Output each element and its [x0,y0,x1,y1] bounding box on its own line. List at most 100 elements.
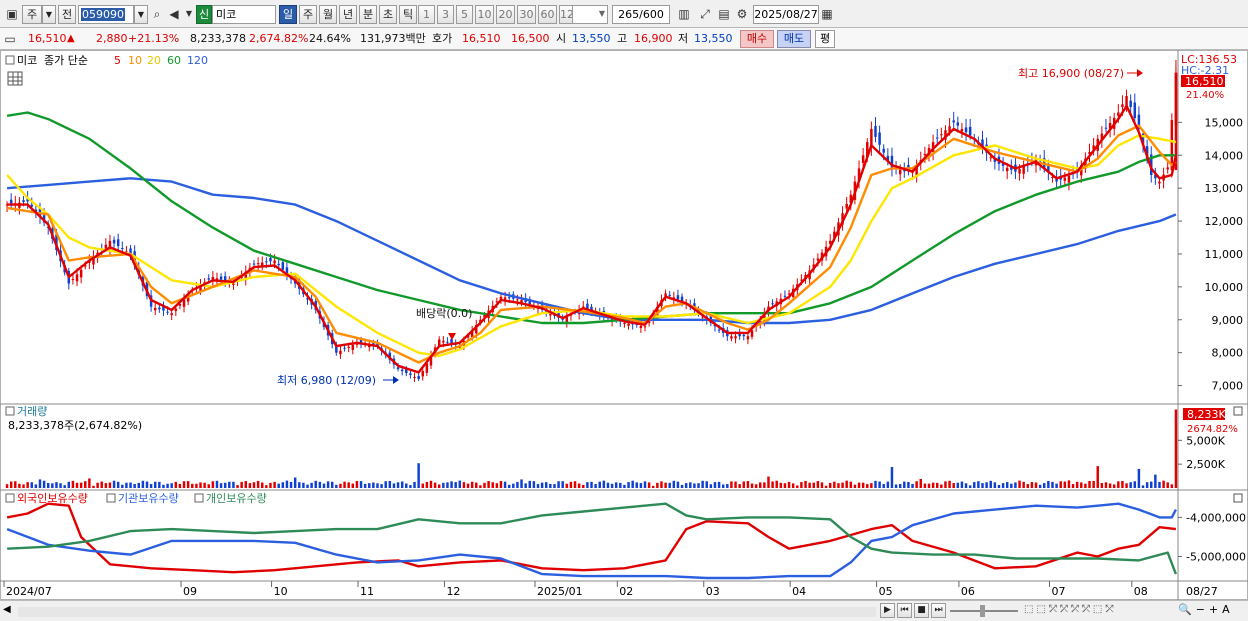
window-icon[interactable]: ▣ [6,7,18,21]
candle-body [84,265,87,267]
candle-body [787,293,791,295]
volume-panel-close-icon[interactable] [1233,406,1243,416]
zoom-slider-handle[interactable] [980,605,985,617]
nav-stop-button[interactable]: ■ [914,603,929,618]
candle-body [108,240,112,250]
gear-icon[interactable]: ⚙ [736,7,748,21]
trend-line-icon[interactable]: ⤢ [700,7,710,21]
open-label: 시 [556,32,567,45]
market-button[interactable]: 전 [58,5,76,24]
candle [841,206,844,231]
sell-button[interactable]: 매도 [777,30,811,48]
count-field[interactable]: 265/600 [612,5,670,24]
candle-body [429,355,433,366]
volume-bar [561,481,564,488]
chart-svg[interactable]: 미코 종가 단순 5 10 20 60 120 LC:136.53 HC:-2.… [0,50,1248,600]
volume-bar [837,483,840,488]
candle [9,193,13,209]
bottom-scrollbar[interactable]: ◀ ▶ ⏮ ■ ⏭ ⬚⬚⤱⤱⤱⤱⬚⤱ 🔍 − + A [0,600,1248,621]
volume-bar [1063,481,1067,488]
price-ytick-label-4: 11,000 [1205,248,1244,261]
speaker-dropdown-icon[interactable]: ▼ [185,9,193,18]
volume-bar [586,482,589,488]
period-tab-0[interactable]: 일 [279,5,297,24]
candle [421,368,424,381]
volume-bar [1014,482,1017,488]
volume-bar [1080,482,1083,488]
volume-bar [577,483,581,488]
volume-bar [680,484,684,488]
candle-body [841,213,844,225]
interval-tab-5[interactable]: 5 [456,5,473,24]
interval-tab-1[interactable]: 1 [418,5,435,24]
volume-bar [516,481,519,488]
interval-tab-60[interactable]: 60 [538,5,557,24]
volume-bar [22,484,25,488]
blank-select[interactable] [572,5,608,24]
interval-tab-20[interactable]: 20 [496,5,515,24]
period-tab-1[interactable]: 주 [299,5,317,24]
candle-body [359,339,363,344]
ma10-legend: 10 [128,54,142,67]
candle-body [1088,151,1091,154]
interval-tab-10[interactable]: 10 [475,5,494,24]
candle [907,157,910,176]
chart-table-icon[interactable] [7,71,23,86]
candle-body [742,334,746,337]
volume-bar [75,482,79,488]
blank-select-arrow-icon[interactable]: ▼ [598,9,606,18]
candle-body [948,126,951,132]
scroll-left-icon[interactable]: ◀ [3,604,11,615]
stock-name-field[interactable]: 미코 [212,5,276,24]
drawing-tools-icon[interactable]: ⬚⬚⤱⤱⤱⤱⬚⤱ [1024,604,1117,615]
volume-bar [141,480,145,488]
calendar-icon[interactable]: ▦ [821,7,833,21]
nav-play-button[interactable]: ▶ [880,603,895,618]
volume-bar [1162,480,1165,488]
period-tab-2[interactable]: 월 [319,5,337,24]
volume-bar [746,481,750,488]
save-icon[interactable]: ▤ [718,7,730,21]
nav-first-button[interactable]: ⏮ [897,603,912,618]
zoom-out-button[interactable]: − [1195,603,1205,616]
volume-bar [833,481,836,488]
volume-bar [886,481,890,488]
period-unit-select[interactable]: 주 [22,5,42,24]
search-icon[interactable]: ⌕ [153,7,161,21]
price-ytick-label-5: 12,000 [1205,215,1244,228]
volume-bar [874,480,877,488]
period-tab-6[interactable]: 틱 [399,5,417,24]
candle-body [664,293,667,297]
date-field[interactable]: 2025/08/27 [753,5,819,24]
code-input-value: 059090 [81,8,125,21]
chart-area[interactable]: 미코 종가 단순 5 10 20 60 120 LC:136.53 HC:-2.… [0,50,1248,600]
scroll-track[interactable] [18,607,876,617]
buy-button[interactable]: 매수 [740,30,774,48]
candle [981,130,984,155]
period-tab-4[interactable]: 분 [359,5,377,24]
candle-body [882,148,885,153]
volume-bar [409,485,412,488]
nav-last-button[interactable]: ⏭ [931,603,946,618]
candle-body [223,276,227,281]
code-input[interactable]: 059090 [78,5,134,24]
interval-tab-3[interactable]: 3 [437,5,454,24]
code-dropdown-icon[interactable]: ▼ [134,5,148,24]
zoom-search-icon[interactable]: 🔍 [1178,603,1192,616]
auto-button[interactable]: A [1222,603,1230,616]
candle-type-icon[interactable]: ▥ [678,7,690,21]
low-label: 저 [678,32,689,45]
period-tab-3[interactable]: 년 [339,5,357,24]
interval-tab-30[interactable]: 30 [517,5,536,24]
chevron-down-icon[interactable]: ▼ [42,5,56,24]
period-tab-5[interactable]: 초 [379,5,397,24]
volume-bar [166,483,169,488]
speaker-icon[interactable]: ◀ [169,7,179,21]
candle-body [507,297,511,299]
volume-bar [697,483,700,488]
holdings-panel-close-icon[interactable] [1233,493,1243,503]
eval-button[interactable]: 평 [815,30,835,48]
candle-body [647,319,651,323]
zoom-in-button[interactable]: + [1208,603,1219,616]
volume-bar [507,484,511,488]
